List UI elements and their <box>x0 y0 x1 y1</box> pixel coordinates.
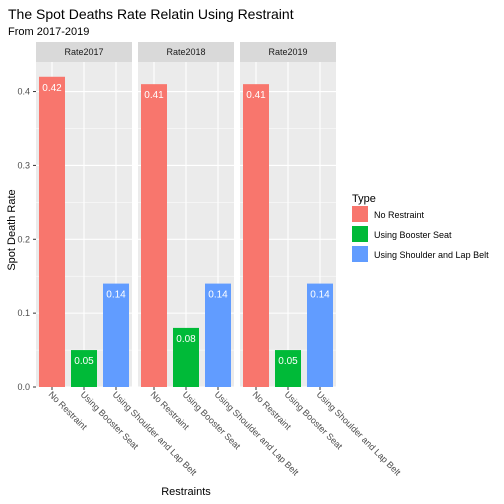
y-axis-label: Spot Death Rate <box>6 189 18 270</box>
facet-strip-label: Rate2017 <box>64 47 103 57</box>
x-tick-label: Using Booster Seat <box>181 389 243 451</box>
data-label: 0.14 <box>208 290 228 301</box>
data-label: 0.41 <box>144 90 164 101</box>
bar <box>243 84 269 387</box>
facet-strip-label: Rate2019 <box>268 47 307 57</box>
y-tick-label: 0.0 <box>17 382 30 392</box>
bar <box>71 350 97 387</box>
legend-entry: Using Booster Seat <box>374 230 452 240</box>
legend-swatch <box>352 246 368 262</box>
data-label: 0.14 <box>310 290 330 301</box>
y-tick-label: 0.4 <box>17 87 30 97</box>
data-label: 0.08 <box>176 334 196 345</box>
y-tick-label: 0.3 <box>17 160 30 170</box>
bar <box>275 350 301 387</box>
bar <box>173 327 199 387</box>
chart-title: The Spot Deaths Rate Relatin Using Restr… <box>8 6 294 22</box>
x-axis-label: Restraints <box>161 486 211 498</box>
bar <box>205 283 231 387</box>
facet-strip <box>36 42 132 62</box>
legend-swatch <box>352 226 368 242</box>
x-tick-label: Using Booster Seat <box>79 389 141 451</box>
data-label: 0.05 <box>74 356 94 367</box>
y-tick-label: 0.1 <box>17 308 30 318</box>
legend-entry: No Restraint <box>374 210 425 220</box>
legend-title: Type <box>352 193 376 205</box>
bar <box>307 283 333 387</box>
facet-strip-label: Rate2018 <box>166 47 205 57</box>
facet-strip <box>138 42 234 62</box>
data-label: 0.14 <box>106 290 126 301</box>
x-tick-label: Using Booster Seat <box>283 389 345 451</box>
bar <box>103 283 129 387</box>
bar <box>141 84 167 387</box>
facet-strip <box>240 42 336 62</box>
legend-entry: Using Shoulder and Lap Belt <box>374 250 489 260</box>
data-label: 0.42 <box>42 83 62 94</box>
y-axis-ticks: 0.0 0.1 0.2 0.3 0.4 <box>17 87 36 392</box>
data-label: 0.05 <box>278 356 298 367</box>
y-tick-label: 0.2 <box>17 234 30 244</box>
bar <box>39 76 65 387</box>
legend-swatch <box>352 206 368 222</box>
data-label: 0.41 <box>246 90 266 101</box>
chart-subtitle: From 2017-2019 <box>8 26 89 38</box>
legend: Type No Restraint Using Booster Seat Using … <box>352 193 489 262</box>
